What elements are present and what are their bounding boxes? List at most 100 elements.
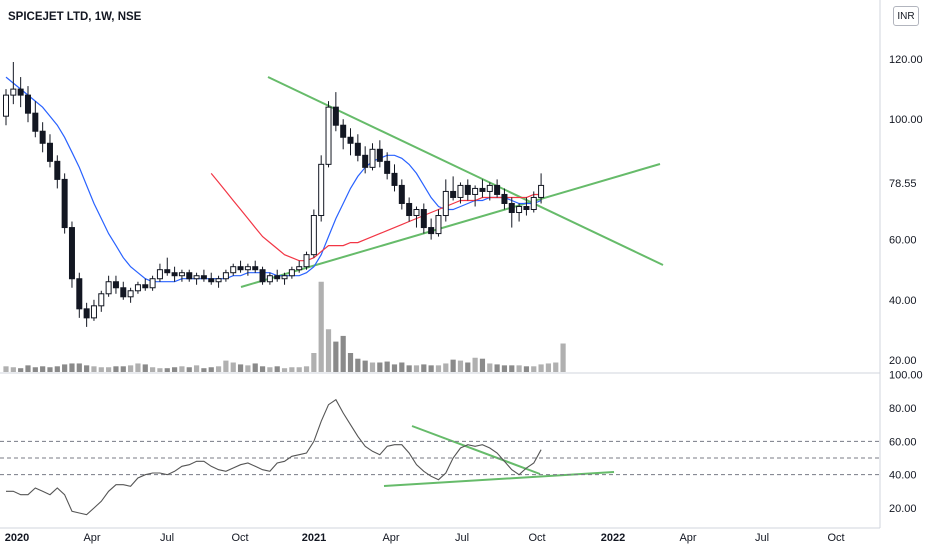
volume-bar: [362, 360, 368, 372]
volume-bar: [150, 367, 156, 372]
volume-bar: [245, 365, 251, 372]
volume-bar: [40, 366, 46, 372]
candle-body: [494, 184, 501, 195]
candle-body: [274, 275, 281, 280]
candle-body: [296, 266, 303, 271]
volume-bar: [201, 368, 207, 372]
volume-bar: [230, 362, 236, 372]
candle-body: [369, 148, 376, 168]
candle-body: [193, 275, 200, 280]
rsi-line: [6, 398, 542, 516]
candle-body: [332, 106, 339, 126]
volume-bar: [32, 367, 38, 372]
candle-body: [178, 272, 185, 277]
candle-body: [39, 130, 46, 144]
axis-layer: 120.00100.0080.0060.0040.0020.00100.0080…: [5, 54, 923, 544]
candle-body: [17, 88, 24, 96]
candle-body: [325, 106, 332, 165]
candle-body: [516, 205, 523, 214]
candle-body: [54, 160, 61, 180]
volume-bar: [406, 365, 412, 372]
candle-body: [230, 266, 237, 274]
price-axis-tick: 40.00: [889, 295, 917, 307]
volume-bar: [531, 366, 537, 372]
candle-body: [244, 266, 251, 271]
volume-bar: [223, 360, 229, 372]
time-axis-tick: 2020: [5, 532, 29, 544]
volume-bar: [289, 367, 295, 372]
candle-body: [10, 88, 17, 96]
volume-bar: [523, 366, 530, 372]
candle-body: [413, 209, 420, 217]
currency-button[interactable]: INR: [893, 6, 919, 26]
volume-bar: [208, 367, 214, 372]
rsi-layer: [0, 398, 880, 516]
candle-body: [252, 266, 259, 271]
trendline-layer: [240, 76, 664, 487]
volume-bar: [106, 367, 112, 372]
volume-bar: [421, 364, 427, 372]
volume-bar: [435, 365, 442, 372]
candle-body: [420, 209, 427, 229]
volume-bar: [157, 368, 163, 372]
candle-body: [340, 124, 347, 138]
volume-bar: [340, 335, 346, 372]
volume-bar: [377, 362, 383, 372]
volume-bar: [325, 329, 332, 372]
rsi-axis-tick: 40.00: [889, 470, 917, 482]
candle-body: [142, 284, 149, 289]
volume-bar: [135, 363, 141, 372]
volume-bar: [553, 362, 559, 372]
candle-body: [120, 287, 127, 298]
candle-body: [384, 160, 391, 174]
volume-bar: [450, 359, 456, 372]
volume-bar: [164, 368, 170, 372]
candle-body: [406, 202, 413, 217]
volume-bar: [369, 362, 376, 372]
moving-average-layer: [5, 76, 542, 283]
rsi-axis-tick: 80.00: [889, 403, 917, 415]
chart-title: SPICEJET LTD, 1W, NSE: [8, 11, 142, 23]
volume-bar: [428, 365, 434, 372]
candle-body: [164, 269, 171, 274]
time-axis-tick: 2021: [302, 532, 326, 544]
volume-bar: [303, 366, 310, 372]
volume-bar: [84, 365, 90, 372]
trendline: [267, 76, 664, 266]
candle-body: [127, 290, 134, 298]
volume-bar: [457, 360, 464, 372]
candle-body: [318, 163, 325, 217]
volume-bar: [413, 365, 420, 372]
volume-bar: [179, 366, 185, 372]
volume-bar: [54, 366, 60, 372]
candle-body: [281, 275, 288, 280]
time-axis-tick: Oct: [528, 532, 545, 544]
candle-body: [24, 94, 31, 114]
price-axis-tick: 60.00: [889, 235, 917, 247]
candle-body: [310, 215, 317, 256]
long-moving-average-line: [210, 173, 542, 262]
volume-bar: [25, 365, 31, 372]
trendline: [383, 471, 615, 487]
trendline: [411, 425, 541, 475]
candle-body: [398, 184, 405, 204]
candle-body: [266, 275, 273, 283]
volume-bar: [252, 363, 258, 372]
candle-body: [32, 112, 39, 132]
candle-body: [200, 275, 207, 280]
rsi-axis-tick: 60.00: [889, 436, 917, 448]
volume-bar: [128, 365, 134, 372]
candle-body: [3, 94, 9, 117]
time-axis-tick: Jul: [160, 532, 174, 544]
volume-bar: [545, 363, 552, 372]
time-axis-tick: Jul: [755, 532, 769, 544]
candle-body: [237, 266, 244, 271]
volume-bar: [560, 343, 566, 372]
volume-bar: [516, 365, 522, 372]
volume-bar: [76, 363, 82, 372]
volume-bar: [91, 366, 97, 372]
candle-body: [61, 178, 68, 229]
candle-body: [391, 172, 398, 186]
time-axis-tick: Jul: [455, 532, 469, 544]
